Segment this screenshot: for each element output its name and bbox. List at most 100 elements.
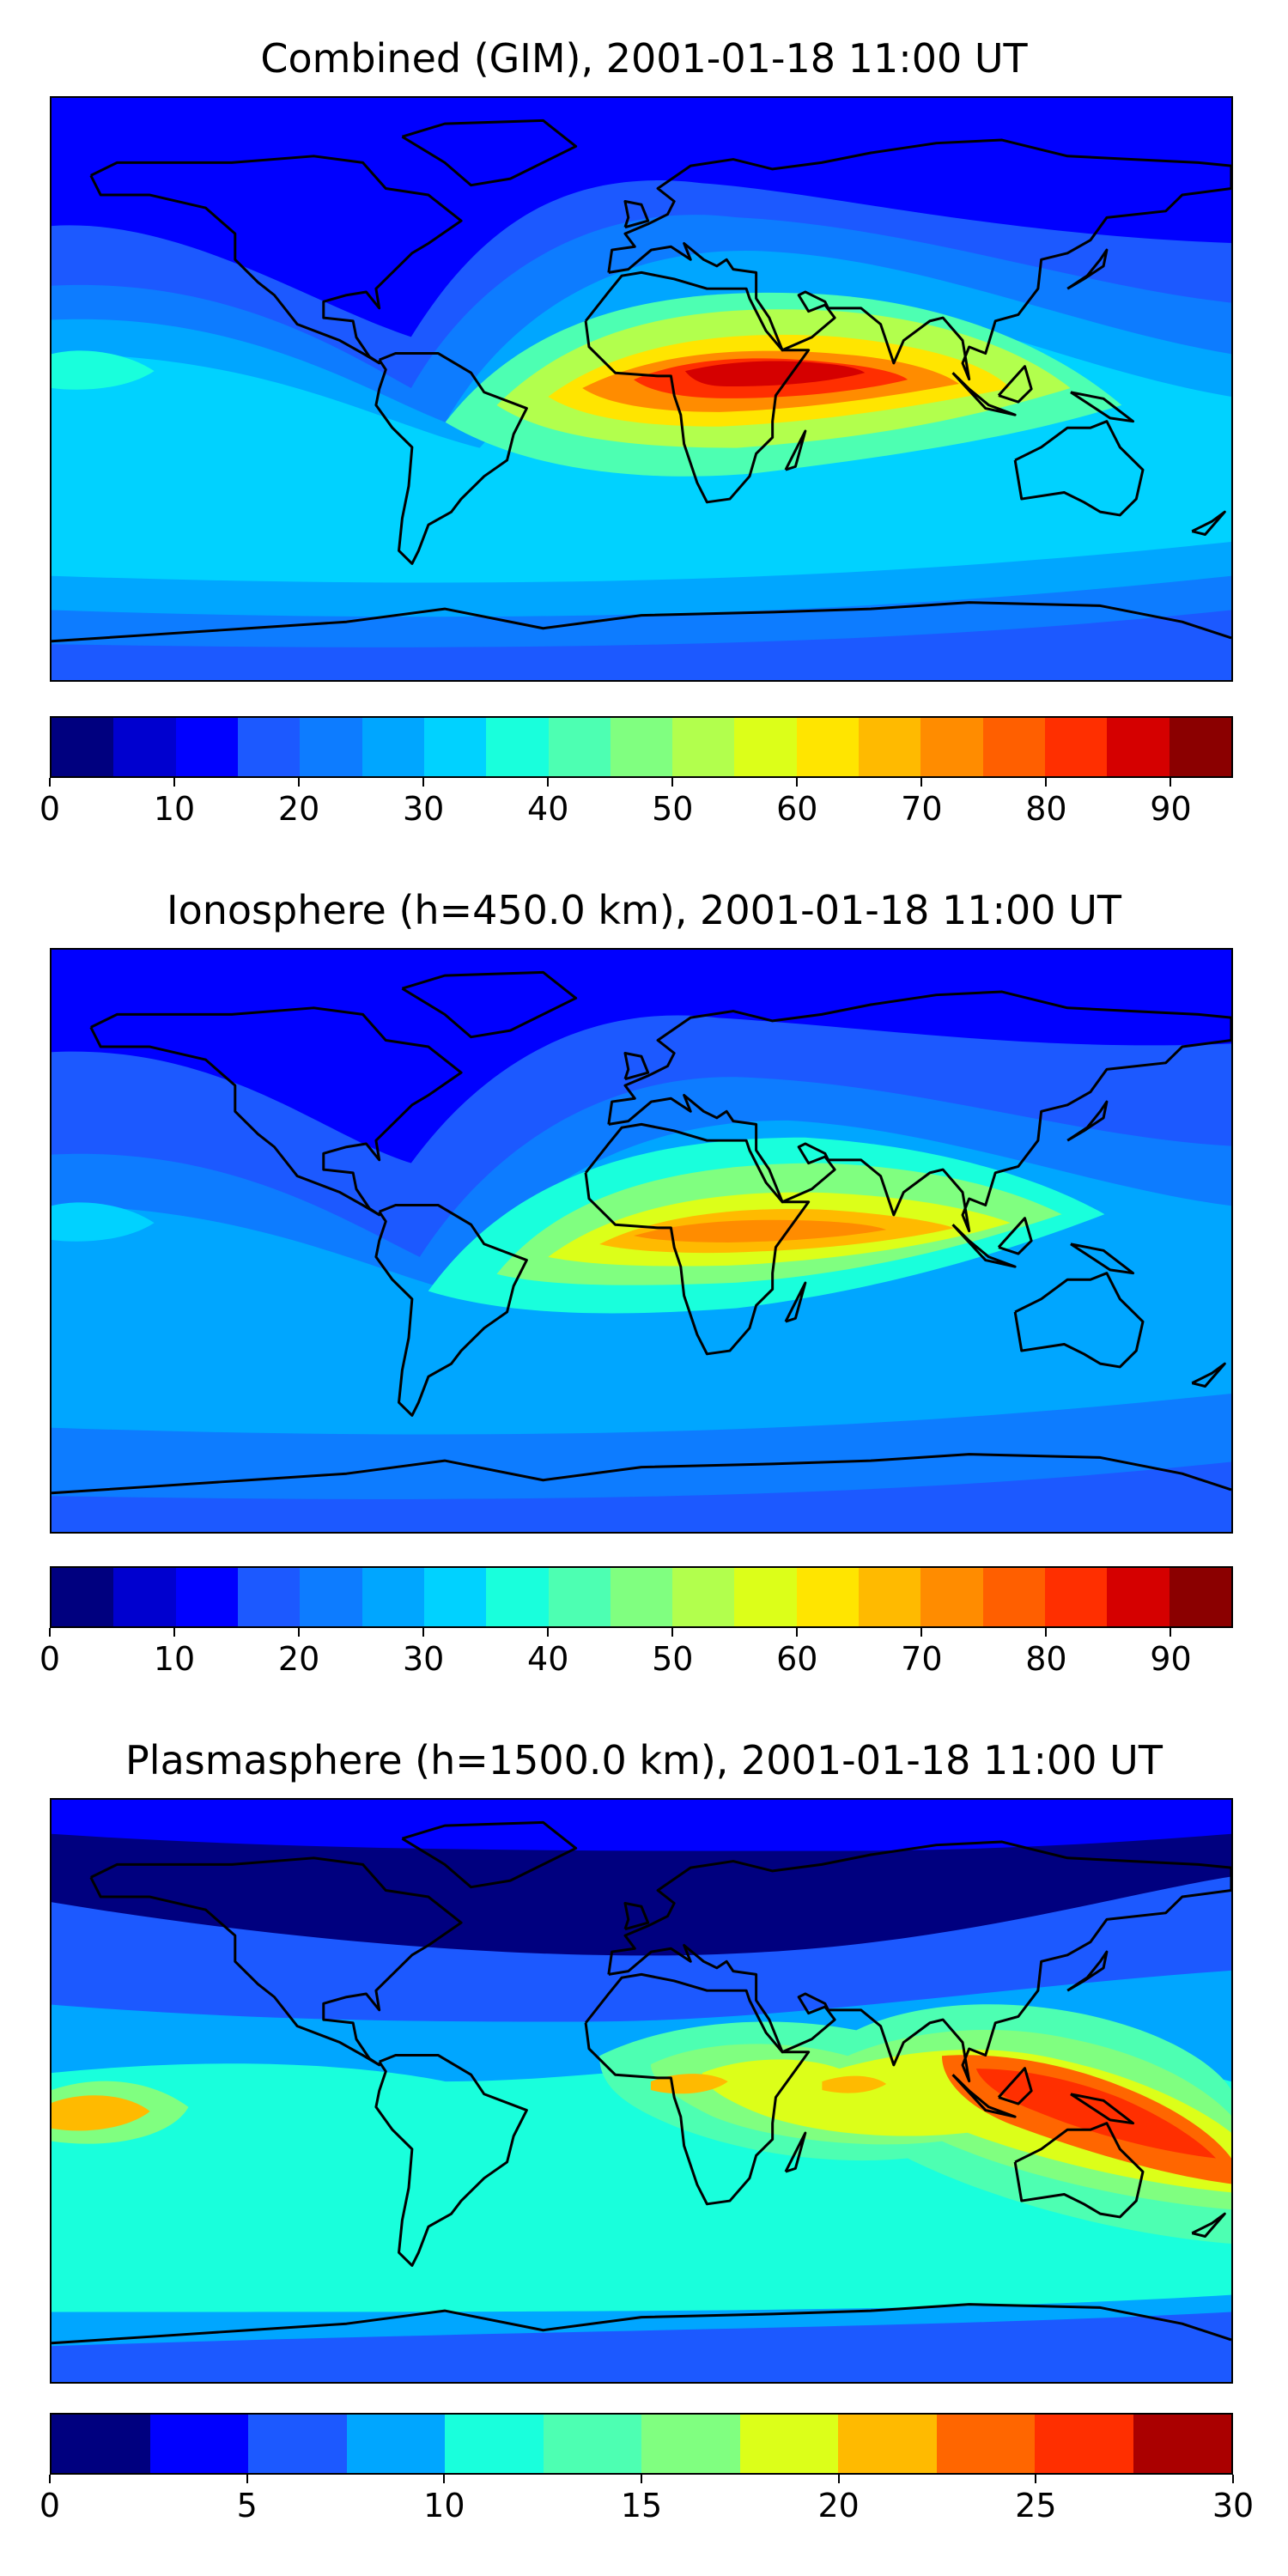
contour-band-9 [52,1202,155,1242]
colorbar-level-18 [1169,1568,1231,1626]
colorbar-tick-label: 60 [776,1640,818,1678]
coastline-3 [607,1840,1231,2083]
colorbar-tick-label: 70 [901,1640,943,1678]
colorbar-level-17 [1107,718,1170,776]
colorbar-tick-label: 80 [1025,1640,1067,1678]
coastline-6 [401,118,578,187]
coastline-4 [1013,420,1145,517]
colorbar-level-8 [548,718,611,776]
colorbar-tick-label: 90 [1150,1640,1192,1678]
contour-band-9 [975,2069,1217,2159]
colorbar-tick [49,1628,51,1637]
coastline-12 [623,1901,650,1931]
colorbar-tick [422,778,425,787]
coastline-0 [89,155,463,365]
coastline-10 [1070,2093,1135,2125]
colorbar-level-16 [1045,1568,1108,1626]
coastline-6 [401,970,578,1039]
colorbar-tick [920,1628,923,1637]
colorbar-level-10 [672,1568,735,1626]
coastline-1 [374,352,528,565]
coastline-4 [1013,2122,1145,2219]
colorbar-level-2 [175,718,238,776]
colorbar-level-3 [346,2415,445,2473]
colorbar-tick [49,778,51,787]
colorbar-ionosphere [50,1566,1233,1628]
coastline-5 [52,1453,1231,1495]
colorbar-tick [298,778,301,787]
tec-contour-map [52,950,1231,1532]
coastline-0 [89,1006,463,1217]
colorbar-tick [422,1628,425,1637]
map-title-combined: Combined (GIM), 2001-01-18 11:00 UT [260,35,1028,82]
map-title-ionosphere: Ionosphere (h=450.0 km), 2001-01-18 11:0… [167,887,1121,933]
colorbar-plasmasphere [50,2413,1233,2475]
coastline-9 [997,365,1033,404]
colorbar-level-4 [300,1568,362,1626]
colorbar-tick-label: 70 [901,790,943,828]
colorbar-ticks-plasmasphere: 0 5 10 15 20 25 30 [39,2475,1254,2526]
coastline-7 [1066,248,1109,290]
colorbar-tick-label: 10 [423,2487,465,2524]
coastline-13 [1191,510,1226,536]
colorbar-ticks-ionosphere: 0 10 20 30 40 50 60 70 80 90 [39,1628,1233,1680]
coastline-11 [784,429,807,471]
tec-map-plasmasphere [50,1798,1233,2384]
colorbar-level-4 [445,2415,544,2473]
colorbar-tick-label: 90 [1150,790,1192,828]
colorbar-level-0 [52,2415,150,2473]
colorbar-tick [1045,778,1048,787]
colorbar-level-0 [52,1568,114,1626]
colorbar-level-17 [1107,1568,1170,1626]
colorbar-tick [641,2475,642,2483]
colorbar-level-6 [423,718,487,776]
colorbar-level-15 [982,1568,1045,1626]
colorbar-level-1 [113,718,176,776]
colorbar-level-15 [982,718,1045,776]
colorbar-level-4 [300,718,362,776]
map-title-plasmasphere: Plasmasphere (h=1500.0 km), 2001-01-18 1… [125,1737,1163,1783]
colorbar-level-7 [486,1568,549,1626]
tec-contour-map [52,1800,1231,2382]
coastline-2 [584,270,811,504]
colorbar-tick [49,2475,51,2483]
colorbar-level-11 [734,718,797,776]
colorbar-level-3 [237,718,301,776]
coastline-8 [951,372,1017,416]
colorbar-tick [1170,1628,1172,1637]
coastline-9 [997,1217,1033,1255]
colorbar-level-9 [936,2415,1035,2473]
colorbar-level-5 [361,1568,424,1626]
colorbar-tick [1045,1628,1048,1637]
colorbar-level-12 [796,1568,860,1626]
coastline-2 [584,1122,811,1356]
colorbar-level-14 [920,1568,983,1626]
coastline-3 [607,138,1231,381]
colorbar-level-13 [859,718,921,776]
colorbar-tick-label: 0 [39,2487,61,2524]
contour-band-8 [634,1219,887,1242]
colorbar-level-10 [672,718,735,776]
coastline-10 [1070,391,1135,423]
coastline-12 [623,199,650,229]
colorbar-level-7 [486,718,549,776]
coastline-6 [401,1820,578,1889]
colorbar-tick-label: 50 [652,1640,694,1678]
colorbar-tick-label: 0 [39,1640,61,1678]
colorbar-level-0 [52,718,114,776]
colorbar-tick [1035,2475,1037,2483]
coastline-5 [52,601,1231,643]
tec-map-ionosphere [50,948,1233,1534]
colorbar-tick-label: 25 [1015,2487,1057,2524]
colorbar-combined [50,716,1233,778]
colorbar-level-5 [361,718,424,776]
contour-band-11 [52,350,155,390]
colorbar-tick-label: 0 [39,790,61,828]
colorbar-tick-label: 15 [620,2487,663,2524]
colorbar-tick [671,778,674,787]
coastline-1 [374,2054,528,2267]
colorbar-tick [796,1628,799,1637]
colorbar-tick-label: 30 [1212,2487,1255,2524]
colorbar-level-6 [423,1568,487,1626]
coastline-4 [1013,1272,1145,1369]
